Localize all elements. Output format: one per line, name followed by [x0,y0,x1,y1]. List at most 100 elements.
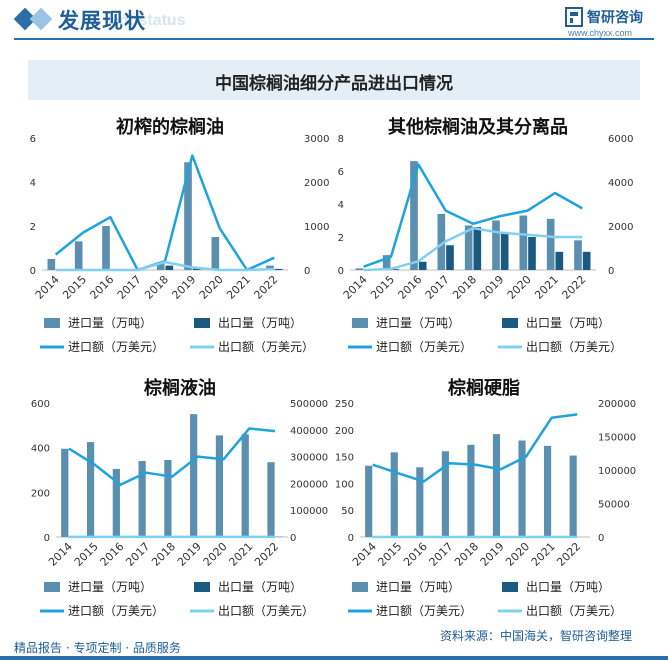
export-qty-bar [165,265,174,270]
import-value-line [363,163,583,268]
chart-title: 棕榈硬脂 [448,377,520,399]
right-axis-tick: 500000 [290,399,328,410]
legend-export-qty: 出口量（万吨） [218,580,302,594]
x-axis-tick: 2014 [46,540,75,569]
import-qty-bar [518,440,526,537]
import-qty-bar [382,255,391,270]
right-axis-tick: 3000 [304,134,329,145]
x-axis-tick: 2019 [175,540,204,569]
x-axis-tick: 2016 [395,273,424,302]
x-axis-tick: 2015 [60,273,89,302]
left-axis-tick: 0 [44,533,50,544]
import-qty-bar [211,237,220,270]
x-axis-tick: 2022 [252,540,281,569]
x-axis-tick: 2016 [87,273,116,302]
legend-import-qty-swatch [44,582,60,592]
x-axis-tick: 2019 [477,273,506,302]
legend-import-qty: 进口量（万吨） [376,580,460,594]
import-qty-bar [61,448,69,537]
export-qty-bar [528,237,536,270]
left-axis-tick: 200 [335,426,354,437]
left-axis-tick: 0 [338,266,344,277]
right-axis-tick: 6000 [608,134,633,145]
import-value-line [68,427,276,486]
export-value-line [363,226,583,272]
x-axis-tick: 2020 [505,273,534,302]
right-axis-tick: 2000 [304,178,329,189]
x-axis-tick: 2018 [149,540,178,569]
banner-title: 中国棕榈油细分产品进出口情况 [215,74,453,94]
x-axis-tick: 2022 [554,540,583,569]
footer-slogan: 精品报告 · 专项定制 · 品质服务 [14,641,181,655]
right-axis-tick: 4000 [608,178,633,189]
export-qty-bar [274,268,283,270]
logo-text: 智研咨询 [587,10,643,26]
import-qty-bar [519,215,528,270]
banner: 中国棕榈油细分产品进出口情况 [28,60,640,100]
header-divider [14,38,654,40]
x-axis-tick: 2018 [142,273,171,302]
legend-import-qty: 进口量（万吨） [68,316,152,330]
right-axis-tick: 1000 [304,222,329,233]
x-axis-tick: 2020 [201,540,230,569]
x-axis-tick: 2022 [559,273,588,302]
import-qty-bar [267,462,275,537]
left-axis-tick: 250 [335,399,354,410]
left-axis-tick: 400 [31,444,50,455]
legend-import-value: 进口额（万美元） [68,340,164,354]
import-qty-bar [437,213,446,270]
left-axis-tick: 100 [335,479,354,490]
import-qty-bar [184,162,192,270]
legend-export-qty-swatch [502,318,518,328]
x-axis-tick: 2017 [423,273,452,302]
x-axis-tick: 2014 [341,273,370,302]
legend-export-qty-swatch [194,582,210,592]
x-axis-tick: 2019 [169,273,198,302]
legend-export-qty-swatch [502,582,518,592]
right-axis-tick: 0 [304,266,310,277]
import-qty-bar [355,268,364,270]
chart-title: 其他棕榈油及其分离品 [388,116,568,138]
x-axis-tick: 2018 [452,540,481,569]
legend-import-qty-swatch [352,582,368,592]
legend-export-qty: 出口量（万吨） [218,316,302,330]
legend-export-value: 出口额（万美元） [218,604,314,618]
x-axis-tick: 2020 [197,273,226,302]
x-axis-tick: 2015 [72,540,101,569]
x-axis-tick: 2014 [33,273,62,302]
import-qty-bar [410,161,418,270]
export-qty-bar [418,261,427,270]
legend-export-value: 出口额（万美元） [526,604,622,618]
left-axis-tick: 4 [30,178,36,189]
import-qty-bar [241,434,249,537]
left-axis-tick: 50 [341,506,354,517]
footer-source: 资料来源：中国海关，智研咨询整理 [440,629,633,643]
export-qty-bar [391,269,400,270]
x-axis-tick: 2017 [427,540,456,569]
right-axis-tick: 0 [290,533,296,544]
import-qty-bar [546,218,555,270]
left-axis-tick: 6 [338,167,344,178]
chart-title: 棕榈液油 [144,377,216,399]
x-axis-tick: 2017 [123,540,152,569]
left-axis-tick: 6 [30,134,36,145]
logo-icon [565,7,583,27]
import-qty-bar [416,467,424,537]
logo-url: www.chyxx.com [568,28,633,38]
chart-title: 初榨的棕榈油 [116,116,224,138]
legend-export-value: 出口额（万美元） [526,340,622,354]
import-qty-bar [102,226,110,270]
import-value-line [54,154,275,272]
import-qty-bar [574,240,582,270]
export-qty-bar [446,245,454,270]
legend-export-qty-swatch [194,318,210,328]
x-axis-tick: 2021 [226,540,255,569]
left-axis-tick: 2 [338,233,344,244]
import-qty-bar [569,455,577,537]
right-axis-tick: 100000 [290,506,328,517]
x-axis-tick: 2014 [350,540,379,569]
legend-import-qty: 进口量（万吨） [376,316,460,330]
export-qty-bar [473,227,482,270]
import-qty-bar [47,259,56,270]
x-axis-tick: 2017 [115,273,144,302]
